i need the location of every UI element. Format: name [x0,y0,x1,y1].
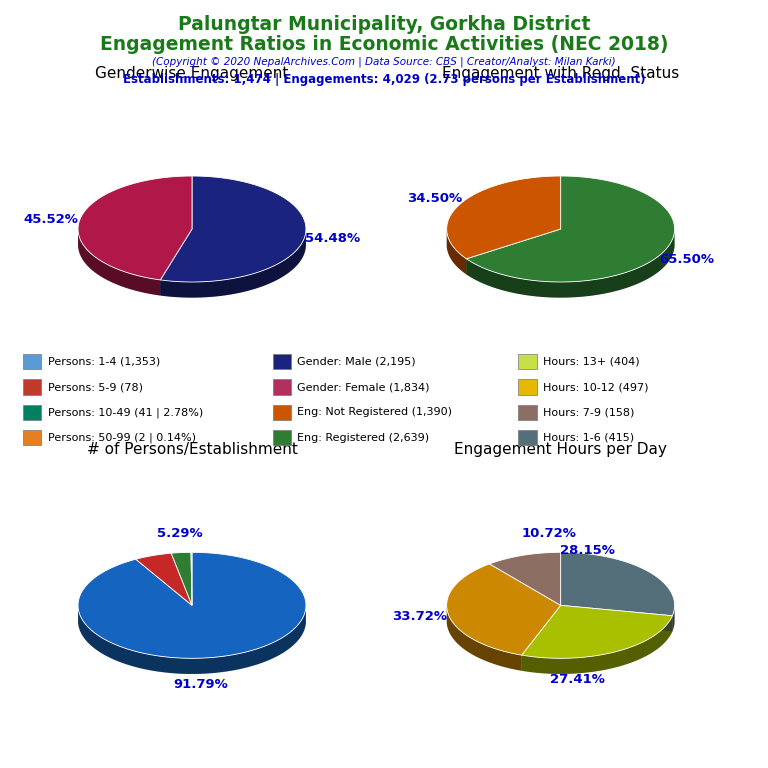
Polygon shape [171,552,192,605]
Polygon shape [466,229,674,298]
Polygon shape [136,553,192,605]
Polygon shape [561,552,674,616]
Text: Hours: 13+ (404): Hours: 13+ (404) [543,356,640,367]
Text: Palungtar Municipality, Gorkha District: Palungtar Municipality, Gorkha District [178,15,590,35]
Polygon shape [521,616,672,674]
Text: Hours: 7-9 (158): Hours: 7-9 (158) [543,407,634,418]
Polygon shape [447,176,561,259]
Title: Genderwise Engagement: Genderwise Engagement [95,65,289,81]
Polygon shape [78,176,192,280]
Polygon shape [161,229,192,296]
Polygon shape [447,229,674,298]
Polygon shape [521,605,561,670]
Text: Eng: Not Registered (1,390): Eng: Not Registered (1,390) [297,407,452,418]
Text: Hours: 10-12 (497): Hours: 10-12 (497) [543,382,648,392]
Text: 91.79%: 91.79% [174,678,228,690]
Polygon shape [672,605,674,631]
Text: (Copyright © 2020 NepalArchives.Com | Data Source: CBS | Creator/Analyst: Milan : (Copyright © 2020 NepalArchives.Com | Da… [152,56,616,67]
Text: Gender: Female (1,834): Gender: Female (1,834) [297,382,430,392]
Polygon shape [466,176,674,282]
Text: Gender: Male (2,195): Gender: Male (2,195) [297,356,415,367]
Text: Hours: 1-6 (415): Hours: 1-6 (415) [543,432,634,443]
Text: 5.29%: 5.29% [157,528,203,541]
Text: 65.50%: 65.50% [659,253,714,266]
Text: Establishments: 1,474 | Engagements: 4,029 (2.73 persons per Establishment): Establishments: 1,474 | Engagements: 4,0… [123,73,645,86]
Text: 33.72%: 33.72% [392,610,448,623]
Polygon shape [78,606,306,674]
Polygon shape [521,605,561,670]
Polygon shape [161,176,306,282]
Text: 10.72%: 10.72% [522,527,577,540]
Polygon shape [191,552,192,605]
Polygon shape [78,552,306,658]
Polygon shape [78,230,161,296]
Polygon shape [161,230,306,298]
Text: Persons: 5-9 (78): Persons: 5-9 (78) [48,382,143,392]
Text: Persons: 50-99 (2 | 0.14%): Persons: 50-99 (2 | 0.14%) [48,432,196,443]
Text: Eng: Registered (2,639): Eng: Registered (2,639) [297,432,429,443]
Polygon shape [561,605,672,631]
Polygon shape [447,606,521,670]
Polygon shape [489,552,561,605]
Title: Engagement with Regd. Status: Engagement with Regd. Status [442,65,679,81]
Polygon shape [78,229,306,298]
Title: Engagement Hours per Day: Engagement Hours per Day [454,442,667,457]
Polygon shape [447,230,466,274]
Text: Persons: 1-4 (1,353): Persons: 1-4 (1,353) [48,356,160,367]
Text: 28.15%: 28.15% [560,544,614,557]
Text: Engagement Ratios in Economic Activities (NEC 2018): Engagement Ratios in Economic Activities… [100,35,668,54]
Text: 54.48%: 54.48% [306,232,361,245]
Text: 27.41%: 27.41% [550,673,605,686]
Text: Persons: 10-49 (41 | 2.78%): Persons: 10-49 (41 | 2.78%) [48,407,203,418]
Text: 45.52%: 45.52% [24,214,78,227]
Polygon shape [521,605,672,658]
Text: 34.50%: 34.50% [407,191,462,204]
Polygon shape [447,564,561,655]
Polygon shape [78,605,306,674]
Polygon shape [466,229,561,274]
Polygon shape [466,229,561,274]
Polygon shape [447,605,674,674]
Polygon shape [161,229,192,296]
Title: # of Persons/Establishment: # of Persons/Establishment [87,442,297,457]
Polygon shape [561,605,672,631]
